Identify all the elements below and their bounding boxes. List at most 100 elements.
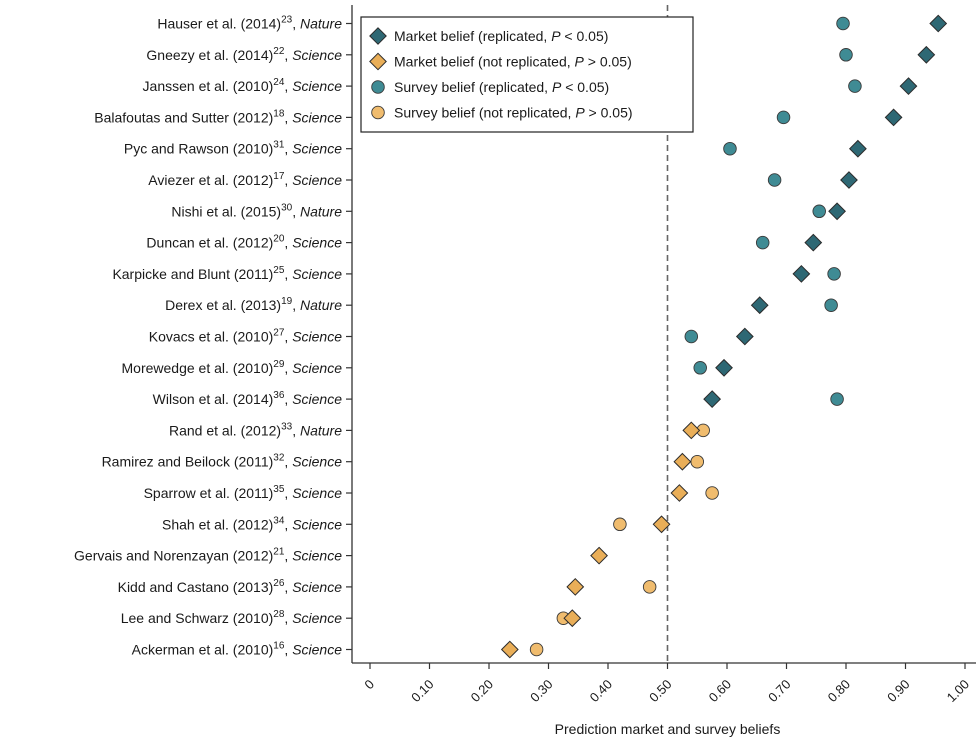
study-authors: Pyc and Rawson (2010): [124, 141, 273, 157]
study-authors: Morewedge et al. (2010): [122, 360, 274, 376]
market-point-replicated: [917, 45, 936, 64]
market-point-not-replicated: [590, 546, 608, 565]
study-authors: Gneezy et al. (2014): [146, 47, 273, 63]
study-authors: Karpicke and Blunt (2011): [112, 266, 273, 282]
survey-point-replicated: [755, 235, 770, 250]
legend-entry: Market belief (not replicated, P > 0.05): [394, 54, 632, 70]
survey-point-not-replicated: [613, 517, 627, 532]
survey-point-replicated: [836, 16, 850, 31]
study-label: Derex et al. (2013)19, Nature: [165, 296, 342, 313]
study-label: Sparrow et al. (2011)35, Science: [144, 484, 343, 501]
study-authors: Lee and Schwarz (2010): [121, 610, 274, 626]
market-point-replicated: [703, 390, 722, 409]
study-ref: 27: [273, 328, 285, 339]
market-point-replicated: [792, 264, 811, 283]
market-point-replicated: [840, 171, 858, 189]
study-journal: Science: [292, 516, 342, 532]
survey-point-replicated: [812, 204, 826, 219]
survey-point-replicated: [839, 48, 853, 62]
study-label: Kidd and Castano (2013)26, Science: [118, 578, 343, 595]
study-journal: Science: [292, 579, 342, 595]
legend-text-main: Market belief (not replicated,: [394, 54, 575, 70]
legend-entry: Survey belief (not replicated, P > 0.05): [394, 105, 633, 121]
study-ref: 36: [273, 390, 285, 401]
study-journal: Science: [292, 141, 342, 157]
survey-point-replicated: [767, 173, 782, 187]
study-ref: 22: [273, 46, 285, 57]
market-point-replicated: [929, 14, 948, 33]
survey-point-replicated: [824, 298, 838, 312]
legend-entry: Market belief (replicated, P < 0.05): [394, 28, 608, 44]
market-point-not-replicated: [682, 421, 701, 440]
study-ref: 24: [273, 77, 285, 88]
survey-point-replicated: [693, 361, 707, 375]
study-ref: 17: [273, 171, 285, 182]
study-authors: Gervais and Norenzayan (2012): [74, 548, 273, 564]
legend-text-threshold: < 0.05): [561, 79, 609, 95]
study-label: Ramirez and Beilock (2011)32, Science: [102, 453, 343, 470]
study-authors: Aviezer et al. (2012): [148, 172, 273, 188]
market-point-not-replicated: [670, 484, 689, 502]
study-label: Morewedge et al. (2010)29, Science: [122, 359, 343, 376]
study-journal: Science: [292, 642, 342, 658]
study-journal: Science: [292, 454, 342, 470]
market-point-not-replicated: [500, 640, 519, 659]
market-point-replicated: [828, 202, 846, 221]
survey-point-not-replicated: [642, 580, 657, 594]
study-label: Shah et al. (2012)34, Science: [162, 515, 342, 532]
legend-marker-diamond: [369, 52, 387, 71]
study-journal: Science: [292, 360, 342, 376]
study-ref: 25: [273, 265, 285, 276]
study-ref: 33: [281, 421, 293, 432]
market-point-replicated: [848, 139, 867, 158]
study-authors: Nishi et al. (2015): [171, 203, 281, 219]
study-journal: Science: [292, 610, 342, 626]
x-tick-label: 0.30: [527, 677, 556, 706]
study-ref: 28: [273, 609, 285, 620]
market-point-not-replicated: [566, 577, 585, 596]
study-authors: Sparrow et al. (2011): [144, 485, 274, 501]
legend-text-main: Market belief (replicated,: [394, 28, 551, 44]
study-label: Nishi et al. (2015)30, Nature: [171, 202, 342, 219]
study-journal: Science: [292, 548, 342, 564]
legend-text-threshold: > 0.05): [585, 105, 633, 121]
study-journal: Nature: [300, 16, 342, 32]
study-ref: 30: [281, 202, 293, 213]
study-authors: Hauser et al. (2014): [157, 16, 281, 32]
x-tick-label: 0.90: [884, 677, 913, 706]
study-journal: Science: [292, 485, 342, 501]
study-authors: Shah et al. (2012): [162, 516, 273, 532]
study-ref: 21: [273, 547, 285, 558]
study-ref: 19: [281, 296, 293, 307]
study-ref: 29: [273, 359, 285, 370]
study-authors: Derex et al. (2013): [165, 297, 281, 313]
study-journal: Nature: [300, 297, 342, 313]
market-point-not-replicated: [652, 515, 671, 534]
study-ref: 23: [281, 15, 293, 26]
study-label: Duncan et al. (2012)20, Science: [146, 234, 342, 251]
study-journal: Science: [292, 172, 342, 188]
market-point-not-replicated: [673, 452, 692, 471]
x-tick-label: 1.00: [944, 677, 973, 706]
study-authors: Duncan et al. (2012): [146, 235, 273, 251]
study-label: Lee and Schwarz (2010)28, Science: [121, 609, 342, 626]
survey-point-replicated: [776, 110, 791, 125]
survey-point-replicated: [848, 79, 862, 93]
legend-box: [360, 16, 694, 133]
legend: Market belief (replicated, P < 0.05)Mark…: [360, 16, 694, 133]
legend-entry: Survey belief (replicated, P < 0.05): [394, 79, 609, 95]
study-ref: 16: [273, 641, 285, 652]
x-tick-label: 0.10: [408, 677, 437, 706]
study-authors: Rand et al. (2012): [169, 422, 281, 438]
survey-point-replicated: [684, 329, 699, 344]
legend-text-p: P: [552, 79, 562, 95]
x-tick-label: 0.20: [468, 677, 497, 706]
study-label: Janssen et al. (2010)24, Science: [143, 77, 343, 94]
market-point-replicated: [735, 327, 754, 346]
legend-text-main: Survey belief (not replicated,: [394, 105, 575, 121]
study-ref: 18: [273, 108, 285, 119]
market-point-replicated: [884, 108, 903, 127]
market-point-replicated: [804, 233, 823, 252]
study-ref: 35: [273, 484, 285, 495]
